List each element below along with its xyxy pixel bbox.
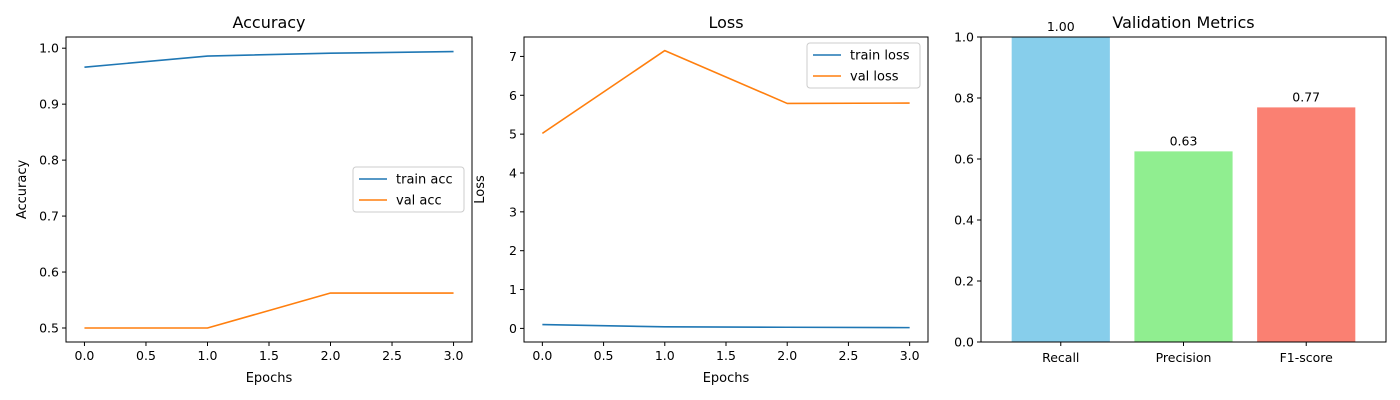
y-tick-label: 0.4 [954,213,974,228]
x-tick-label: 0.5 [594,348,614,363]
y-tick-label: 0.8 [954,91,974,106]
bar-precision [1134,151,1233,342]
x-tick-label: 3.0 [444,348,464,363]
y-tick-label: 5 [509,127,517,142]
y-tick-label: 0.8 [39,153,59,168]
y-tick-label: 2 [509,243,517,258]
series-line-val-acc [84,292,454,329]
chart-title: Validation Metrics [1112,13,1254,32]
axes-frame [980,36,1387,343]
y-tick-label: 1.0 [954,30,974,45]
x-tick-label: 1.5 [716,348,736,363]
x-tick-label: 2.5 [382,348,402,363]
y-tick-label: 0.7 [39,209,59,224]
x-axis-label: Epochs [703,371,750,386]
y-tick-label: 0.6 [954,152,974,167]
series-line-train-acc [84,50,454,69]
y-tick-label: 7 [509,49,517,64]
y-axis-label: Accuracy [15,160,30,220]
x-tick-label: 2.5 [838,348,858,363]
legend-label-val-acc: val acc [396,194,442,209]
x-tick-label: 3.0 [900,348,920,363]
x-tick-label: 1.0 [655,348,675,363]
x-axis-label: Epochs [246,371,293,386]
y-tick-label: 1 [509,282,517,297]
bar-value-label: 0.77 [1292,89,1320,104]
loss-chart: 0.0 0.5 1.0 1.5 2.0 2.5 3.0 0 1 2 3 4 5 6 7 Loss Epochs L… [473,13,929,386]
x-tick-label: Recall [1042,350,1079,365]
validation-metrics-chart: 1.00 Recall 0.63 Precision 0.77 F1-score 0.0 0.… [954,13,1387,365]
y-tick-label: 3 [509,204,517,219]
legend-label-train-loss: train loss [850,49,910,64]
y-tick-label: 6 [509,88,517,103]
x-tick-label: F1-score [1280,350,1334,365]
series-line-val-loss [541,49,910,135]
x-tick-label: 2.0 [777,348,797,363]
y-tick-label: 0.6 [39,265,59,280]
y-tick-label: 0.0 [954,335,974,350]
legend: train loss val loss [806,42,921,89]
x-tick-label: Precision [1156,350,1212,365]
x-tick-label: 1.5 [259,348,279,363]
x-tick-label: 1.0 [198,348,218,363]
bar-value-label: 1.00 [1047,19,1075,34]
y-tick-label: 4 [509,165,517,180]
x-tick-label: 2.0 [321,348,341,363]
y-tick-label: 0 [509,321,517,336]
legend: train acc val acc [352,166,465,213]
x-tick-label: 0.0 [532,348,552,363]
series-line-train-loss [542,323,910,329]
y-axis-label: Loss [473,175,488,204]
y-tick-label: 0.9 [39,97,59,112]
legend-label-val-loss: val loss [850,70,899,85]
chart-title: Accuracy [232,13,305,32]
bar-value-label: 0.63 [1170,133,1198,148]
y-tick-label: 0.5 [39,321,59,336]
accuracy-chart: 0.0 0.5 1.0 1.5 2.0 2.5 3.0 0.5 0.6 0.7 0.8 0.9 1.0 A… [15,13,473,386]
y-tick-label: 0.2 [954,274,974,289]
x-tick-label: 0.5 [136,348,156,363]
bar-f1-score [1257,107,1356,342]
chart-title: Loss [708,13,743,32]
y-tick-label: 1.0 [39,41,59,56]
legend-label-train-acc: train acc [396,173,453,188]
x-tick-label: 0.0 [75,348,95,363]
bar-recall [1011,37,1110,342]
